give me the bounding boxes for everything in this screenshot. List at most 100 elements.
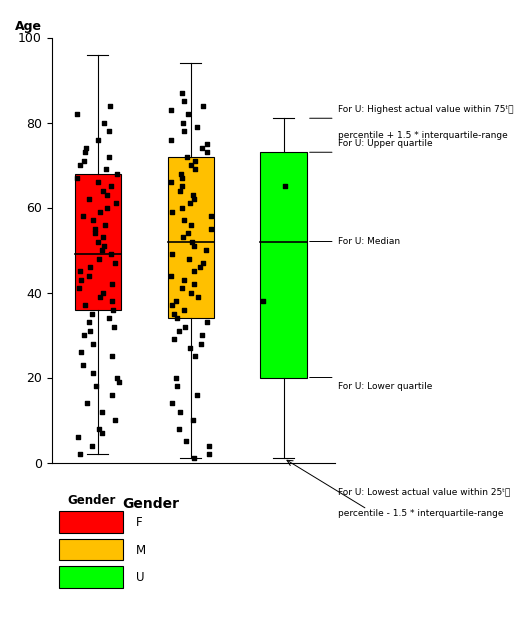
Text: Age: Age <box>14 20 42 33</box>
Bar <box>75 174 121 309</box>
Bar <box>59 539 124 560</box>
Point <box>99 288 108 298</box>
Point <box>105 313 113 323</box>
Point <box>181 321 189 331</box>
Point <box>103 202 111 212</box>
Point <box>85 271 94 281</box>
Point <box>184 109 192 119</box>
Point <box>101 219 110 229</box>
Point <box>197 339 205 349</box>
Point <box>196 262 204 272</box>
Point <box>113 169 122 179</box>
Point <box>176 406 184 416</box>
Point <box>81 300 89 310</box>
Point <box>94 134 102 144</box>
Point <box>185 198 194 208</box>
Point <box>178 173 186 182</box>
Text: percentile - 1.5 * interquartile-range: percentile - 1.5 * interquartile-range <box>337 509 503 518</box>
Point <box>115 377 123 387</box>
Point <box>76 449 84 459</box>
Point <box>98 245 107 255</box>
Text: For U: Highest actual value within 75ᵗ˰: For U: Highest actual value within 75ᵗ˰ <box>337 105 513 114</box>
Text: U: U <box>136 571 145 584</box>
Text: F: F <box>136 516 143 529</box>
Point <box>85 194 93 204</box>
Point <box>176 186 184 196</box>
Point <box>177 169 185 179</box>
Point <box>108 279 116 289</box>
Point <box>180 304 188 314</box>
Point <box>193 122 201 132</box>
Text: M: M <box>136 544 146 556</box>
Point <box>202 245 210 255</box>
Point <box>88 309 96 319</box>
Point <box>194 292 202 302</box>
Point <box>111 415 119 425</box>
Text: percentile + 1.5 * interquartile-range: percentile + 1.5 * interquartile-range <box>337 131 507 140</box>
Point <box>99 232 107 242</box>
Point <box>167 271 175 281</box>
Point <box>89 215 97 225</box>
Point <box>190 453 198 463</box>
Point <box>173 313 181 323</box>
Bar <box>59 566 124 588</box>
Text: Gender: Gender <box>67 494 115 507</box>
Point <box>95 424 104 434</box>
Point <box>80 156 88 166</box>
Point <box>191 351 199 361</box>
Point <box>112 198 120 208</box>
Text: For U: Upper quartile: For U: Upper quartile <box>337 139 432 148</box>
Text: Gender: Gender <box>122 496 179 511</box>
Point <box>85 318 93 328</box>
Point <box>191 164 199 174</box>
Point <box>190 194 198 204</box>
Point <box>106 101 114 111</box>
Point <box>178 88 186 98</box>
Point <box>105 126 113 136</box>
Point <box>198 101 207 111</box>
Point <box>187 160 196 170</box>
Point <box>182 436 190 446</box>
Point <box>168 249 177 259</box>
Point <box>199 258 207 268</box>
Point <box>198 143 206 153</box>
Point <box>203 318 211 328</box>
Text: For U: Lower quartile: For U: Lower quartile <box>337 382 432 391</box>
Point <box>180 126 188 136</box>
Point <box>205 449 213 459</box>
Point <box>191 266 199 276</box>
Point <box>180 275 188 285</box>
Point <box>95 254 103 264</box>
Point <box>78 211 87 221</box>
Point <box>191 156 199 166</box>
Point <box>111 258 119 268</box>
Point <box>108 296 116 306</box>
Point <box>81 148 89 158</box>
Point <box>167 300 176 310</box>
Point <box>75 283 83 293</box>
Point <box>193 389 201 399</box>
Text: For U: Lowest actual value within 25ᵗ˰: For U: Lowest actual value within 25ᵗ˰ <box>337 488 510 496</box>
Point <box>73 173 81 182</box>
Point <box>170 309 178 319</box>
Point <box>92 381 100 391</box>
Point <box>89 368 97 378</box>
Point <box>98 428 106 438</box>
Point <box>167 134 176 144</box>
Point <box>187 236 196 246</box>
Point <box>190 279 198 289</box>
Point <box>190 241 198 251</box>
Bar <box>167 156 214 318</box>
Point <box>281 181 289 191</box>
Point <box>99 118 108 127</box>
Point <box>179 96 187 106</box>
Point <box>178 181 186 191</box>
Bar <box>261 152 307 378</box>
Point <box>79 330 88 340</box>
Point <box>109 304 117 314</box>
Point <box>104 190 112 200</box>
Point <box>207 224 215 234</box>
Point <box>259 296 267 306</box>
Point <box>171 372 180 382</box>
Point <box>76 266 84 276</box>
